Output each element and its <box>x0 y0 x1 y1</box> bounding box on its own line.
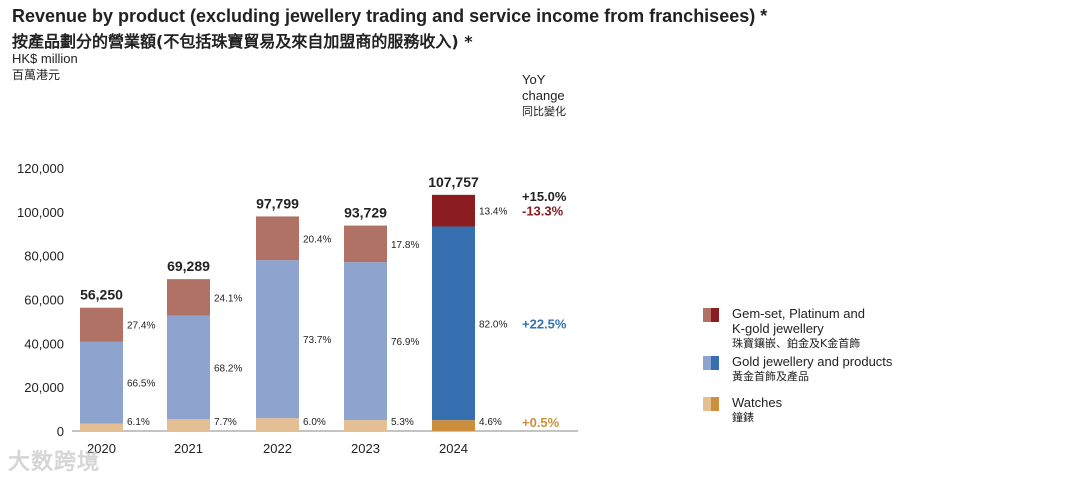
x-tick-label-2020: 2020 <box>87 441 116 456</box>
legend-item-watches: Watches 鐘錶 <box>703 395 1003 443</box>
bar-segment-watches-2022 <box>256 418 299 431</box>
share-label-gold-2020: 66.5% <box>127 378 155 389</box>
bar-segment-gold-2024 <box>432 226 475 421</box>
chart-legend: Gem-set, Platinum and K-gold jewellery 珠… <box>703 306 1003 443</box>
bar-segment-gold-2021 <box>167 315 210 420</box>
yoy-gold: +22.5% <box>522 316 567 331</box>
x-tick-label-2023: 2023 <box>351 441 380 456</box>
bar-segment-gold-2023 <box>344 262 387 421</box>
yoy-total: +15.0% <box>522 189 567 204</box>
total-label-2024: 107,757 <box>428 174 479 190</box>
x-tick-label-2021: 2021 <box>174 441 203 456</box>
legend-item-gold: Gold jewellery and products 黃金首飾及產品 <box>703 354 1003 395</box>
share-label-gold-2023: 76.9% <box>391 337 419 348</box>
share-label-gem-2024: 13.4% <box>479 207 507 218</box>
share-label-gem-2023: 17.8% <box>391 240 419 251</box>
legend-label-watches: Watches <box>732 395 783 410</box>
legend-swatch-gem <box>703 308 719 322</box>
share-label-watches-2021: 7.7% <box>214 417 237 428</box>
share-label-gem-2022: 20.4% <box>303 234 331 245</box>
yoy-header-zh: 同比變化 <box>522 105 566 118</box>
watermark: 大数跨境 <box>8 450 101 475</box>
yoy-header-line1: YoY <box>522 72 546 87</box>
unit-label-zh: 百萬港元 <box>12 68 61 82</box>
x-tick-label-2022: 2022 <box>263 441 292 456</box>
share-label-gem-2021: 24.1% <box>214 293 242 304</box>
legend-label-gem-line2: K-gold jewellery <box>732 321 824 336</box>
legend-item-gem: Gem-set, Platinum and K-gold jewellery 珠… <box>703 306 1003 354</box>
y-tick-label: 60,000 <box>24 293 64 308</box>
unit-label-en: HK$ million <box>12 51 78 66</box>
y-tick-label: 120,000 <box>17 161 64 176</box>
share-label-gold-2021: 68.2% <box>214 364 242 375</box>
total-label-2023: 93,729 <box>344 205 387 221</box>
chart-title-en: Revenue by product (excluding jewellery … <box>12 6 768 26</box>
legend-label-gold-zh: 黃金首飾及產品 <box>732 370 809 383</box>
total-label-2021: 69,289 <box>167 258 210 274</box>
yoy-watches: +0.5% <box>522 415 560 430</box>
share-label-watches-2024: 4.6% <box>479 417 502 428</box>
bar-segment-gem-2022 <box>256 216 299 261</box>
x-tick-label-2024: 2024 <box>439 441 468 456</box>
bar-segment-gem-2023 <box>344 225 387 263</box>
total-label-2020: 56,250 <box>80 287 123 303</box>
legend-label-watches-zh: 鐘錶 <box>732 411 754 424</box>
yoy-header: YoY change 同比變化 <box>522 72 566 120</box>
share-label-gold-2022: 73.7% <box>303 335 331 346</box>
y-tick-label: 80,000 <box>24 249 64 264</box>
bar-segment-watches-2023 <box>344 420 387 431</box>
bar-segment-gem-2024 <box>432 194 475 227</box>
y-tick-label: 100,000 <box>17 205 64 220</box>
bar-segment-gold-2022 <box>256 260 299 419</box>
y-tick-label: 40,000 <box>24 336 64 351</box>
stacked-bar-chart: 0 20,000 40,000 60,000 80,000 100,000 120,000 6… <box>17 161 578 456</box>
y-tick-label: 20,000 <box>24 380 64 395</box>
share-label-watches-2022: 6.0% <box>303 417 326 428</box>
yoy-gem: -13.3% <box>522 204 564 219</box>
share-label-watches-2020: 6.1% <box>127 417 150 428</box>
share-label-watches-2023: 5.3% <box>391 417 414 428</box>
legend-label-gold: Gold jewellery and products <box>732 354 893 369</box>
bar-segment-gold-2020 <box>80 341 123 424</box>
bar-segment-gem-2020 <box>80 307 123 342</box>
bar-segment-watches-2024 <box>432 420 475 431</box>
share-label-gem-2020: 27.4% <box>127 321 155 332</box>
share-label-gold-2024: 82.0% <box>479 319 507 330</box>
total-label-2022: 97,799 <box>256 196 299 212</box>
chart-title-zh: 按產品劃分的營業額(不包括珠寶貿易及來自加盟商的服務收入) * <box>12 32 473 51</box>
legend-swatch-watches <box>703 397 719 411</box>
yoy-header-line2: change <box>522 88 565 103</box>
legend-label-gem-zh: 珠寶鑲嵌、鉑金及K金首飾 <box>732 337 861 350</box>
bar-segment-gem-2021 <box>167 279 210 316</box>
y-tick-label: 0 <box>57 424 64 439</box>
legend-swatch-gold <box>703 356 719 370</box>
bar-segment-watches-2021 <box>167 419 210 431</box>
bar-segment-watches-2020 <box>80 423 123 431</box>
legend-label-gem-line1: Gem-set, Platinum and <box>732 306 865 321</box>
